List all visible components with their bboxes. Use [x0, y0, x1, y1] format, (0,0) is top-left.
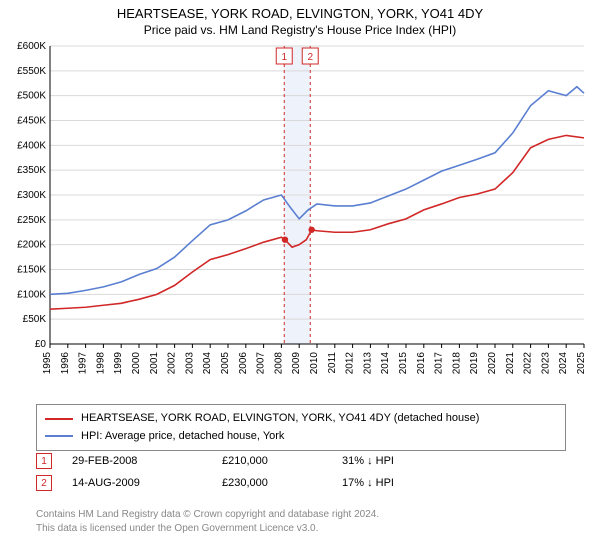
sale-point-icon	[282, 237, 288, 243]
series-line-hpi	[50, 87, 584, 295]
marker-delta: 31% ↓ HPI	[342, 455, 442, 467]
x-axis-label: 2021	[505, 352, 516, 375]
x-axis-label: 2024	[558, 352, 569, 375]
x-axis-label: 1997	[78, 352, 89, 375]
x-axis-label: 1995	[42, 352, 53, 375]
y-axis-label: £500K	[17, 91, 46, 102]
x-axis-label: 2017	[434, 352, 445, 375]
x-axis-label: 2012	[345, 352, 356, 375]
marker-delta: 17% ↓ HPI	[342, 477, 442, 489]
y-axis-label: £450K	[17, 116, 46, 127]
x-axis-label: 2013	[362, 352, 373, 375]
sale-point-icon	[308, 227, 314, 233]
x-axis-label: 2004	[202, 352, 213, 375]
marker-badge: 1	[36, 453, 52, 469]
x-axis-label: 2000	[131, 352, 142, 375]
x-axis-label: 2022	[523, 352, 534, 375]
x-axis-label: 2006	[238, 352, 249, 375]
marker-table-row: 1 29-FEB-2008 £210,000 31% ↓ HPI	[36, 450, 442, 472]
x-axis-label: 2003	[184, 352, 195, 375]
marker-table-row: 2 14-AUG-2009 £230,000 17% ↓ HPI	[36, 472, 442, 494]
x-axis-label: 2005	[220, 352, 231, 375]
y-axis-label: £400K	[17, 140, 46, 151]
x-axis-label: 2011	[327, 352, 338, 374]
marker-table: 1 29-FEB-2008 £210,000 31% ↓ HPI 2 14-AUG-200…	[36, 450, 442, 494]
x-axis-label: 1998	[95, 352, 106, 375]
legend: HEARTSEASE, YORK ROAD, ELVINGTON, YORK, …	[36, 404, 566, 451]
chart-area: £0 £50K £100K £150K £200K £250K £300K £350K £400…	[8, 42, 592, 392]
footer-attribution: Contains HM Land Registry data © Crown c…	[36, 508, 379, 535]
x-axis-label: 2019	[469, 352, 480, 375]
y-axis-label: £150K	[17, 265, 46, 276]
legend-row: HPI: Average price, detached house, York	[45, 428, 557, 446]
marker-price: £230,000	[222, 477, 322, 489]
x-axis-label: 2020	[487, 352, 498, 375]
legend-label: HEARTSEASE, YORK ROAD, ELVINGTON, YORK, …	[81, 410, 479, 428]
x-axis-label: 2025	[576, 352, 587, 375]
legend-label: HPI: Average price, detached house, York	[81, 428, 284, 446]
x-axis-label: 2014	[380, 352, 391, 375]
x-axis-label: 2018	[451, 352, 462, 375]
legend-swatch-icon	[45, 435, 73, 437]
marker-price: £210,000	[222, 455, 322, 467]
y-axis-label: £100K	[17, 289, 46, 300]
marker-badge-label: 1	[281, 52, 287, 63]
marker-badge-label: 2	[307, 52, 313, 63]
x-axis-label: 2016	[416, 352, 427, 375]
marker-date: 29-FEB-2008	[72, 455, 202, 467]
x-axis-label: 2001	[149, 352, 160, 375]
series-line-property	[50, 135, 584, 309]
x-axis-label: 2008	[273, 352, 284, 375]
chart-subtitle: Price paid vs. HM Land Registry's House …	[0, 23, 600, 37]
legend-row: HEARTSEASE, YORK ROAD, ELVINGTON, YORK, …	[45, 410, 557, 428]
y-axis-label: £550K	[17, 66, 46, 77]
x-axis-label: 2023	[540, 352, 551, 375]
footer-line-1: Contains HM Land Registry data © Crown c…	[36, 508, 379, 522]
y-axis-label: £300K	[17, 190, 46, 201]
x-axis-label: 2010	[309, 352, 320, 375]
x-axis-label: 2007	[256, 352, 267, 375]
y-axis-label: £350K	[17, 165, 46, 176]
chart-svg: £0 £50K £100K £150K £200K £250K £300K £350K £400…	[8, 42, 592, 392]
y-axis-label: £200K	[17, 240, 46, 251]
footer-line-2: This data is licensed under the Open Gov…	[36, 522, 379, 536]
x-axis-label: 1996	[60, 352, 71, 375]
x-axis-label: 2015	[398, 352, 409, 375]
x-axis-label: 2009	[291, 352, 302, 375]
x-axis-label: 1999	[113, 352, 124, 375]
x-axis-label: 2002	[167, 352, 178, 375]
marker-date: 14-AUG-2009	[72, 477, 202, 489]
marker-badge: 2	[36, 475, 52, 491]
y-axis-label: £250K	[17, 215, 46, 226]
legend-swatch-icon	[45, 418, 73, 420]
chart-title: HEARTSEASE, YORK ROAD, ELVINGTON, YORK, …	[0, 6, 600, 21]
y-axis-label: £600K	[17, 42, 46, 52]
y-axis-label: £0	[35, 339, 47, 350]
chart-title-block: HEARTSEASE, YORK ROAD, ELVINGTON, YORK, …	[0, 0, 600, 37]
y-axis-label: £50K	[23, 314, 47, 325]
